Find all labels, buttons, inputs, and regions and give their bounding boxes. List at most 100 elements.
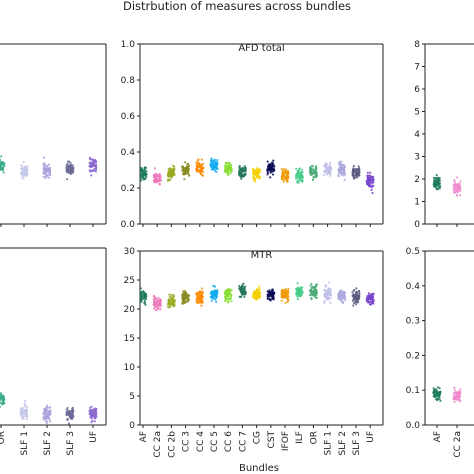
strip-af (140, 287, 148, 306)
x-tick-label: CG (253, 431, 263, 444)
data-point (88, 157, 91, 160)
x-tick-label: CC 2b (167, 431, 177, 458)
data-point (300, 286, 303, 289)
data-point (20, 173, 23, 176)
data-point (300, 172, 303, 175)
data-point (240, 286, 243, 290)
data-point (354, 300, 357, 303)
data-point (157, 179, 160, 182)
data-point (323, 289, 326, 292)
data-point (66, 406, 69, 410)
y-tick-label: 0 (129, 421, 135, 431)
data-point (20, 164, 23, 167)
data-point (436, 395, 439, 398)
data-point (328, 291, 331, 295)
data-point (352, 304, 355, 307)
x-tick-label: CST (267, 431, 277, 449)
y-tick-label: 7 (414, 63, 420, 73)
data-point (340, 166, 343, 169)
data-point (273, 292, 276, 295)
data-point (366, 182, 369, 185)
data-point (212, 163, 215, 166)
data-point (152, 179, 155, 182)
data-point (140, 172, 142, 175)
data-point (187, 164, 191, 167)
data-point (268, 298, 272, 301)
data-point (367, 176, 370, 180)
data-point (283, 296, 287, 299)
data-point (433, 395, 436, 398)
strip-cc-6 (223, 287, 233, 304)
data-point (199, 293, 202, 296)
data-point (256, 167, 259, 170)
data-point (43, 171, 46, 174)
data-point (145, 170, 148, 173)
data-point (224, 295, 227, 299)
data-point (183, 295, 186, 298)
data-point (326, 296, 329, 299)
data-point (0, 167, 1, 170)
data-point (182, 290, 185, 293)
data-point (230, 170, 233, 173)
data-point (243, 286, 246, 289)
data-point (271, 289, 274, 292)
data-point (341, 290, 344, 293)
data-point (453, 389, 457, 392)
data-point (367, 292, 370, 295)
data-point (269, 294, 272, 297)
data-point (453, 396, 456, 399)
data-point (210, 299, 213, 302)
strip-cc-2a (152, 167, 162, 186)
data-point (368, 303, 372, 306)
data-point (282, 288, 285, 292)
data-point (159, 301, 162, 305)
data-point (343, 174, 346, 177)
data-point (329, 161, 332, 164)
data-point (23, 402, 26, 405)
data-point (21, 411, 24, 414)
y-tick-label: 20 (124, 305, 136, 315)
data-point (369, 171, 372, 174)
data-point (432, 177, 436, 180)
data-point (155, 175, 158, 178)
data-point (143, 167, 146, 170)
data-point (329, 296, 332, 299)
data-point (224, 289, 228, 293)
data-point (459, 180, 462, 183)
y-tick-label: 15 (124, 334, 135, 344)
data-point (371, 184, 374, 187)
data-point (315, 283, 318, 286)
strip-cc-7 (238, 282, 247, 299)
data-point (281, 294, 284, 297)
x-tick-label: CC 3 (182, 431, 192, 452)
data-point (69, 170, 72, 173)
data-point (196, 295, 199, 298)
data-point (215, 300, 218, 303)
data-point (66, 169, 69, 172)
data-point (433, 179, 436, 182)
data-point (433, 185, 436, 188)
data-point (255, 294, 258, 297)
data-point (356, 176, 359, 179)
data-point (228, 162, 231, 165)
data-point (72, 409, 75, 412)
data-point (254, 169, 257, 172)
data-point (352, 177, 355, 180)
x-tick-label: OR (309, 431, 319, 444)
data-point (173, 168, 176, 171)
data-point (19, 413, 23, 416)
y-tick-label: 0.4 (406, 282, 421, 292)
data-point (155, 300, 158, 303)
data-point (183, 289, 186, 293)
data-point (68, 166, 71, 169)
data-point (352, 167, 355, 170)
data-point (357, 296, 360, 299)
data-point (437, 391, 440, 394)
data-point (198, 299, 201, 302)
data-point (358, 170, 361, 173)
x-tick-label: SLF 2 (338, 431, 348, 456)
data-point (253, 173, 257, 176)
data-point (286, 290, 289, 293)
data-point (326, 167, 329, 170)
data-point (143, 301, 146, 305)
